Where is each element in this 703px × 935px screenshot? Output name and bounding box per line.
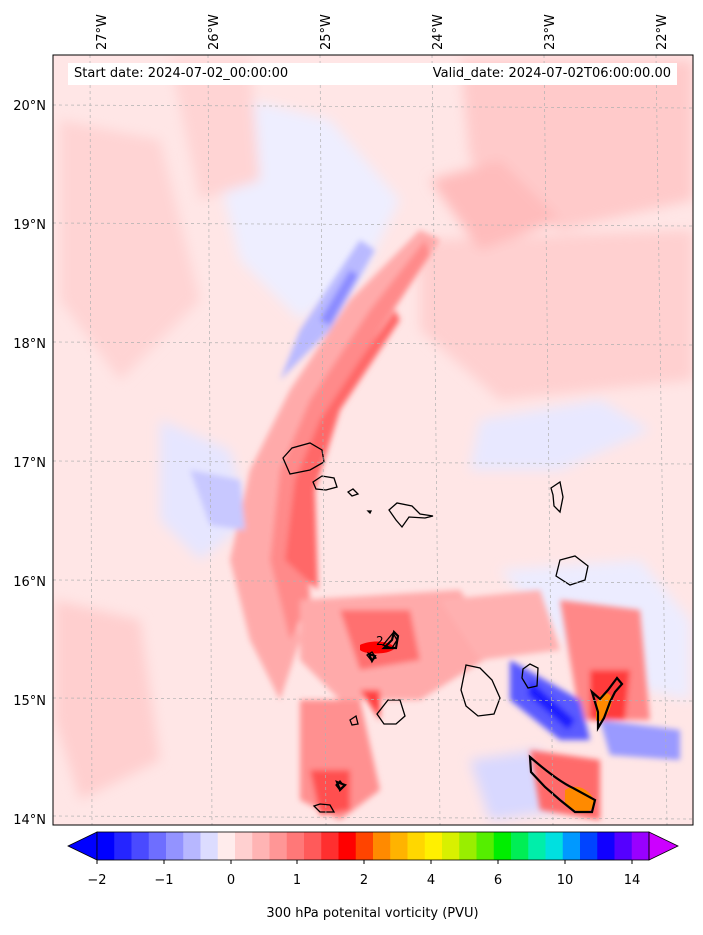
colorbar-segment — [407, 832, 426, 860]
lat-label: 17°N — [13, 456, 46, 471]
colorbar-segment — [304, 832, 322, 860]
colorbar-tick: −1 — [154, 873, 173, 888]
start-date-label: Start date: 2024-07-02_00:00:00 — [68, 63, 404, 85]
colorbar-segment — [545, 832, 564, 860]
latitude-labels: 20°N 19°N 18°N 17°N 16°N 15°N 14°N — [13, 99, 46, 828]
colorbar-segment — [493, 832, 512, 860]
colorbar-segment — [148, 832, 167, 860]
lat-label: 18°N — [13, 337, 46, 352]
colorbar-under-arrow — [67, 831, 98, 861]
colorbar-segment — [269, 832, 288, 860]
colorbar-segment — [321, 832, 339, 860]
colorbar-segment — [217, 832, 236, 860]
colorbar-segment — [424, 832, 443, 860]
lon-label: 22°W — [655, 14, 670, 50]
colorbar-segment — [235, 832, 253, 860]
lon-label: 23°W — [543, 14, 558, 50]
lat-label: 14°N — [13, 813, 46, 828]
colorbar-ticks: −2 −1 0 1 2 4 6 10 14 — [87, 873, 640, 888]
colorbar — [67, 831, 679, 864]
colorbar-segment — [459, 832, 477, 860]
colorbar-segment — [511, 832, 529, 860]
colorbar-segment — [442, 832, 460, 860]
gridlines — [53, 55, 693, 825]
colorbar-segment — [338, 832, 357, 860]
valid-date-label: Valid_date: 2024-07-02T06:00:00.00 — [398, 63, 677, 85]
colorbar-segment — [631, 832, 650, 860]
colorbar-segment — [200, 832, 219, 860]
colorbar-segment — [166, 832, 184, 860]
colorbar-segment — [476, 832, 495, 860]
colorbar-tick: 4 — [427, 873, 435, 888]
lon-label: 27°W — [95, 14, 110, 50]
pv-field: 2 — [53, 55, 693, 825]
lon-label: 24°W — [431, 14, 446, 50]
colorbar-segment — [390, 832, 408, 860]
colorbar-frame — [96, 831, 650, 861]
lat-label: 20°N — [13, 99, 46, 114]
lat-label: 16°N — [13, 575, 46, 590]
colorbar-segment — [373, 832, 391, 860]
colorbar-segment — [355, 832, 374, 860]
map-frame — [52, 54, 694, 826]
colorbar-segment — [528, 832, 546, 860]
colorbar-segment — [597, 832, 615, 860]
lat-label: 15°N — [13, 694, 46, 709]
colorbar-tick: 0 — [227, 873, 235, 888]
colorbar-tick: 1 — [293, 873, 301, 888]
longitude-labels: 27°W 26°W 25°W 24°W 23°W 22°W — [95, 14, 670, 50]
colorbar-segment — [114, 832, 132, 860]
colorbar-segment — [183, 832, 201, 860]
colorbar-segment — [286, 832, 305, 860]
colorbar-segment — [580, 832, 598, 860]
colorbar-segment — [252, 832, 270, 860]
lon-label: 26°W — [207, 14, 222, 50]
colorbar-tick: 14 — [624, 873, 641, 888]
colorbar-tick: 6 — [494, 873, 502, 888]
colorbar-title: 300 hPa potenital vorticity (PVU) — [266, 906, 479, 921]
colorbar-segment — [614, 832, 633, 860]
colorbar-segment — [562, 832, 581, 860]
colorbar-tick: 10 — [557, 873, 574, 888]
colorbar-over-arrow — [648, 831, 679, 861]
lon-label: 25°W — [319, 14, 334, 50]
contour-label: 2 — [376, 634, 384, 648]
lat-label: 19°N — [13, 218, 46, 233]
colorbar-tick: 2 — [360, 873, 368, 888]
colorbar-segment — [97, 832, 115, 860]
colorbar-segment — [131, 832, 150, 860]
pv-2-contours — [335, 629, 624, 814]
colorbar-tick: −2 — [87, 873, 106, 888]
